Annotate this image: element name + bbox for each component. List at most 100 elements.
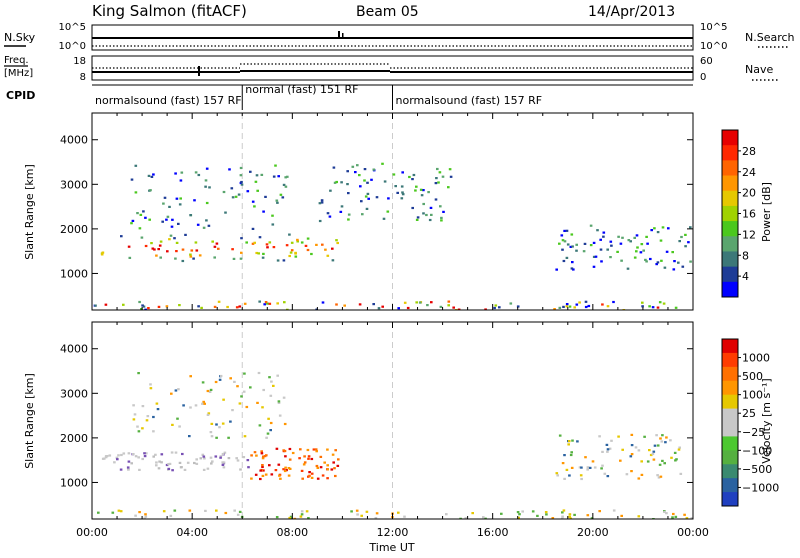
echo-cell — [440, 216, 443, 219]
echo-cell — [156, 408, 160, 411]
echo-cell — [253, 451, 257, 454]
echo-cell — [646, 460, 650, 463]
echo-cell — [641, 301, 644, 304]
echo-cell — [227, 436, 230, 439]
echo-cell — [383, 180, 387, 183]
echo-cell — [606, 475, 610, 478]
echo-cell — [401, 171, 404, 174]
echo-cell — [298, 457, 301, 460]
echo-cell — [653, 227, 656, 230]
echo-cell — [531, 510, 535, 513]
echo-cell — [351, 165, 355, 168]
echo-cell — [265, 436, 268, 439]
echo-cell — [571, 261, 574, 264]
echo-cell — [536, 514, 539, 517]
echo-cell — [566, 243, 570, 246]
echo-cell — [195, 249, 199, 252]
x-tick-label: 12:00 — [377, 526, 409, 539]
echo-cell — [127, 468, 130, 471]
colorbar-swatch — [722, 352, 738, 368]
echo-cell — [347, 213, 351, 216]
power-axes: 1000 2000 3000 4000 — [60, 113, 694, 310]
colorbar-swatch — [722, 366, 738, 382]
echo-cell — [683, 513, 686, 516]
echo-cell — [231, 248, 234, 251]
echo-cell — [130, 178, 134, 181]
colorbar-tick-label: 24 — [742, 166, 756, 179]
echo-cell — [217, 247, 220, 250]
echo-cell — [593, 466, 597, 469]
echo-cell — [275, 447, 279, 450]
colorbar-tick-label: −500 — [742, 463, 772, 476]
echo-cell — [268, 376, 271, 379]
echo-cell — [315, 308, 318, 310]
echo-cell — [517, 516, 520, 519]
echo-cell — [190, 249, 194, 252]
echo-cell — [609, 256, 612, 259]
echo-cell — [447, 304, 450, 307]
echo-cell — [242, 390, 246, 393]
echo-cell — [333, 467, 336, 470]
echo-cell — [262, 469, 265, 472]
echo-cell — [206, 467, 210, 470]
echo-cell — [268, 241, 272, 244]
echo-cell — [206, 389, 210, 393]
echo-cell — [308, 471, 311, 474]
echo-cell — [157, 248, 160, 251]
echo-cell — [243, 372, 246, 375]
echo-cell — [326, 448, 329, 451]
feature-negative-velocity-patch — [250, 447, 340, 481]
echo-cell — [202, 400, 205, 403]
echo-cell — [629, 240, 632, 243]
echo-cell — [576, 440, 579, 443]
echo-cell — [653, 444, 657, 447]
nsky-panel: N.Sky 10^5 10^0 10^5 10^0 N.Search — [4, 22, 795, 52]
echo-cell — [167, 467, 171, 470]
echo-cell — [625, 473, 629, 476]
x-tick-label: 04:00 — [176, 526, 208, 539]
echo-cell — [202, 226, 206, 229]
echo-cell — [250, 477, 253, 480]
echo-cell — [286, 308, 289, 310]
echo-cell — [239, 257, 243, 260]
echo-cell — [306, 248, 310, 252]
echo-cell — [412, 173, 416, 177]
echo-cell — [117, 509, 121, 512]
echo-cell — [150, 242, 153, 245]
echo-cell — [126, 466, 130, 469]
echo-cell — [568, 305, 572, 308]
echo-cell — [637, 449, 641, 452]
echo-cell — [199, 457, 203, 460]
echo-cell — [144, 515, 148, 518]
echo-cell — [630, 433, 634, 436]
echo-cell — [381, 305, 384, 308]
echo-cell — [141, 405, 145, 408]
echo-cell — [571, 439, 574, 442]
echo-cell — [645, 260, 648, 263]
echo-cell — [582, 250, 586, 253]
echo-cell — [334, 474, 337, 478]
echo-cell — [361, 213, 364, 216]
echo-cell — [288, 233, 291, 236]
freq-label: Freq. — [4, 55, 29, 66]
echo-cell — [634, 446, 638, 449]
echo-cell — [205, 201, 209, 205]
echo-cell — [558, 434, 562, 437]
echo-cell — [270, 380, 273, 383]
echo-cell — [561, 239, 565, 242]
echo-cell — [684, 233, 687, 236]
echo-cell — [218, 378, 222, 381]
echo-cell — [137, 430, 141, 433]
echo-cell — [231, 409, 234, 412]
echo-cell — [678, 446, 681, 449]
feature-upper-patch — [130, 164, 289, 230]
echo-cell — [400, 197, 404, 200]
freq-unit-label: [MHz] — [4, 68, 33, 79]
echo-cell — [509, 302, 513, 305]
time-axis: 00:00 04:00 08:00 12:00 16:00 20:00 00:00 — [76, 526, 709, 539]
echo-cell — [153, 248, 156, 251]
echo-cell — [284, 185, 288, 188]
y-tick-label: 4000 — [60, 134, 88, 147]
echo-cell — [608, 447, 612, 450]
echo-cell — [555, 268, 558, 271]
